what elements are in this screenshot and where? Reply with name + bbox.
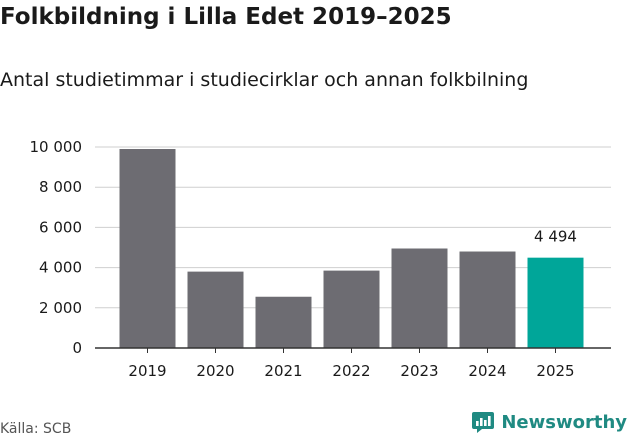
brand-name: Newsworthy	[501, 411, 627, 433]
y-tick-label: 8 000	[39, 178, 82, 196]
chart-subtitle: Antal studietimmar i studiecirklar och a…	[0, 69, 529, 91]
bar-2024	[459, 251, 516, 348]
x-tick-label: 2020	[196, 362, 234, 380]
newsworthy-logo-icon	[472, 412, 495, 433]
bar-2019	[119, 149, 176, 348]
x-tick-label: 2023	[400, 362, 438, 380]
brand-logo: Newsworthy	[471, 410, 627, 434]
x-tick-label: 2022	[332, 362, 370, 380]
y-tick-label: 0	[72, 339, 82, 357]
bar-2022	[323, 270, 380, 348]
bar-2025	[527, 257, 584, 348]
data-label: 4 494	[534, 228, 577, 246]
chart-title: Folkbildning i Lilla Edet 2019–2025	[0, 4, 452, 30]
y-tick-label: 4 000	[39, 259, 82, 277]
bar-2023	[391, 248, 448, 348]
source-note: Källa: SCB	[0, 421, 72, 437]
x-tick-label: 2021	[264, 362, 302, 380]
x-tick-label: 2019	[128, 362, 166, 380]
bar-chart: 0 2 000 4 000 6 000 8 000 10 000 2019 2020 2021 2…	[30, 138, 611, 380]
y-tick-label: 2 000	[39, 299, 82, 317]
x-tick-label: 2025	[536, 362, 574, 380]
bar-2020	[187, 271, 244, 348]
y-tick-label: 6 000	[39, 218, 82, 236]
y-tick-label: 10 000	[30, 138, 83, 156]
bar-2021	[255, 296, 312, 348]
x-tick-label: 2024	[468, 362, 506, 380]
